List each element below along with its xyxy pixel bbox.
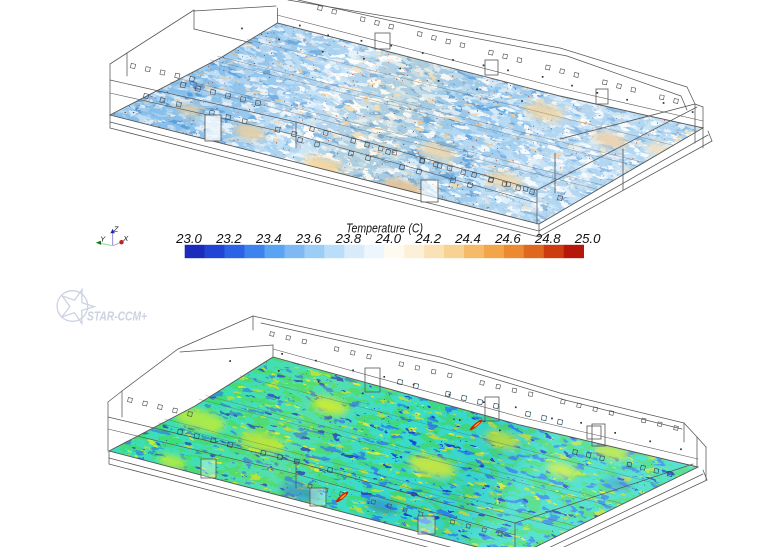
svg-text:Temperature (C): Temperature (C) (346, 222, 423, 236)
svg-text:23.8: 23.8 (335, 231, 362, 246)
svg-text:23.4: 23.4 (255, 231, 282, 246)
svg-text:STAR-CCM+: STAR-CCM+ (87, 309, 147, 324)
svg-text:X: X (122, 234, 129, 243)
svg-text:24.8: 24.8 (534, 231, 561, 246)
svg-text:25.0: 25.0 (574, 231, 601, 246)
svg-text:23.0: 23.0 (175, 231, 202, 246)
svg-text:23.6: 23.6 (295, 231, 322, 246)
svg-text:Y: Y (100, 235, 106, 244)
svg-text:23.2: 23.2 (215, 231, 242, 246)
svg-text:Z: Z (113, 225, 119, 234)
svg-text:24.6: 24.6 (494, 231, 521, 246)
svg-text:24.2: 24.2 (414, 231, 441, 246)
svg-text:24.4: 24.4 (454, 231, 481, 246)
svg-text:24.0: 24.0 (374, 231, 401, 246)
